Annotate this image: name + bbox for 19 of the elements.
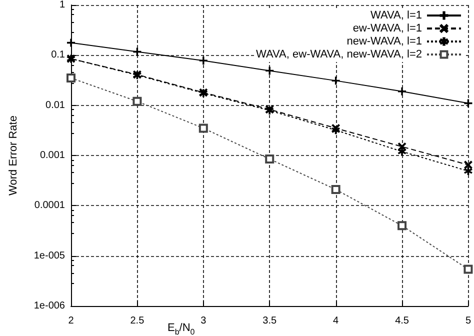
legend-label: new-WAVA, l=1 (346, 36, 422, 48)
y-tick-label: 1e-005 (34, 250, 66, 262)
x-tick-label: 2 (68, 316, 74, 326)
y-tick-label: 0.1 (51, 50, 66, 61)
legend-label: WAVA, l=1 (370, 10, 422, 22)
y-tick-label: 0.0001 (34, 200, 66, 212)
y-axis-title: Word Error Rate (8, 116, 20, 196)
y-tick-label: 0.01 (46, 100, 66, 111)
x-tick-label: 4 (333, 316, 340, 326)
x-tick-label: 3.5 (262, 316, 277, 326)
y-tick-label: 1 (59, 0, 66, 10)
y-tick-label: 0.001 (40, 150, 66, 161)
legend-label: ew-WAVA, l=1 (352, 22, 422, 34)
x-tick-label: 4.5 (395, 316, 410, 326)
legend-label: WAVA, ew-WAVA, new-WAVA, l=2 (256, 48, 422, 60)
y-tick-label: 1e-006 (34, 300, 66, 312)
x-tick-label: 5 (465, 316, 472, 326)
x-tick-label: 3 (200, 316, 207, 326)
x-tick-label: 2.5 (130, 316, 145, 326)
